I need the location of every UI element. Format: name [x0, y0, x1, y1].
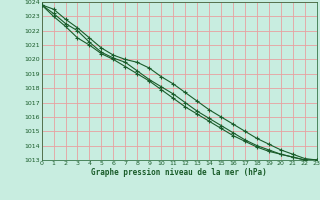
X-axis label: Graphe pression niveau de la mer (hPa): Graphe pression niveau de la mer (hPa)	[91, 168, 267, 177]
